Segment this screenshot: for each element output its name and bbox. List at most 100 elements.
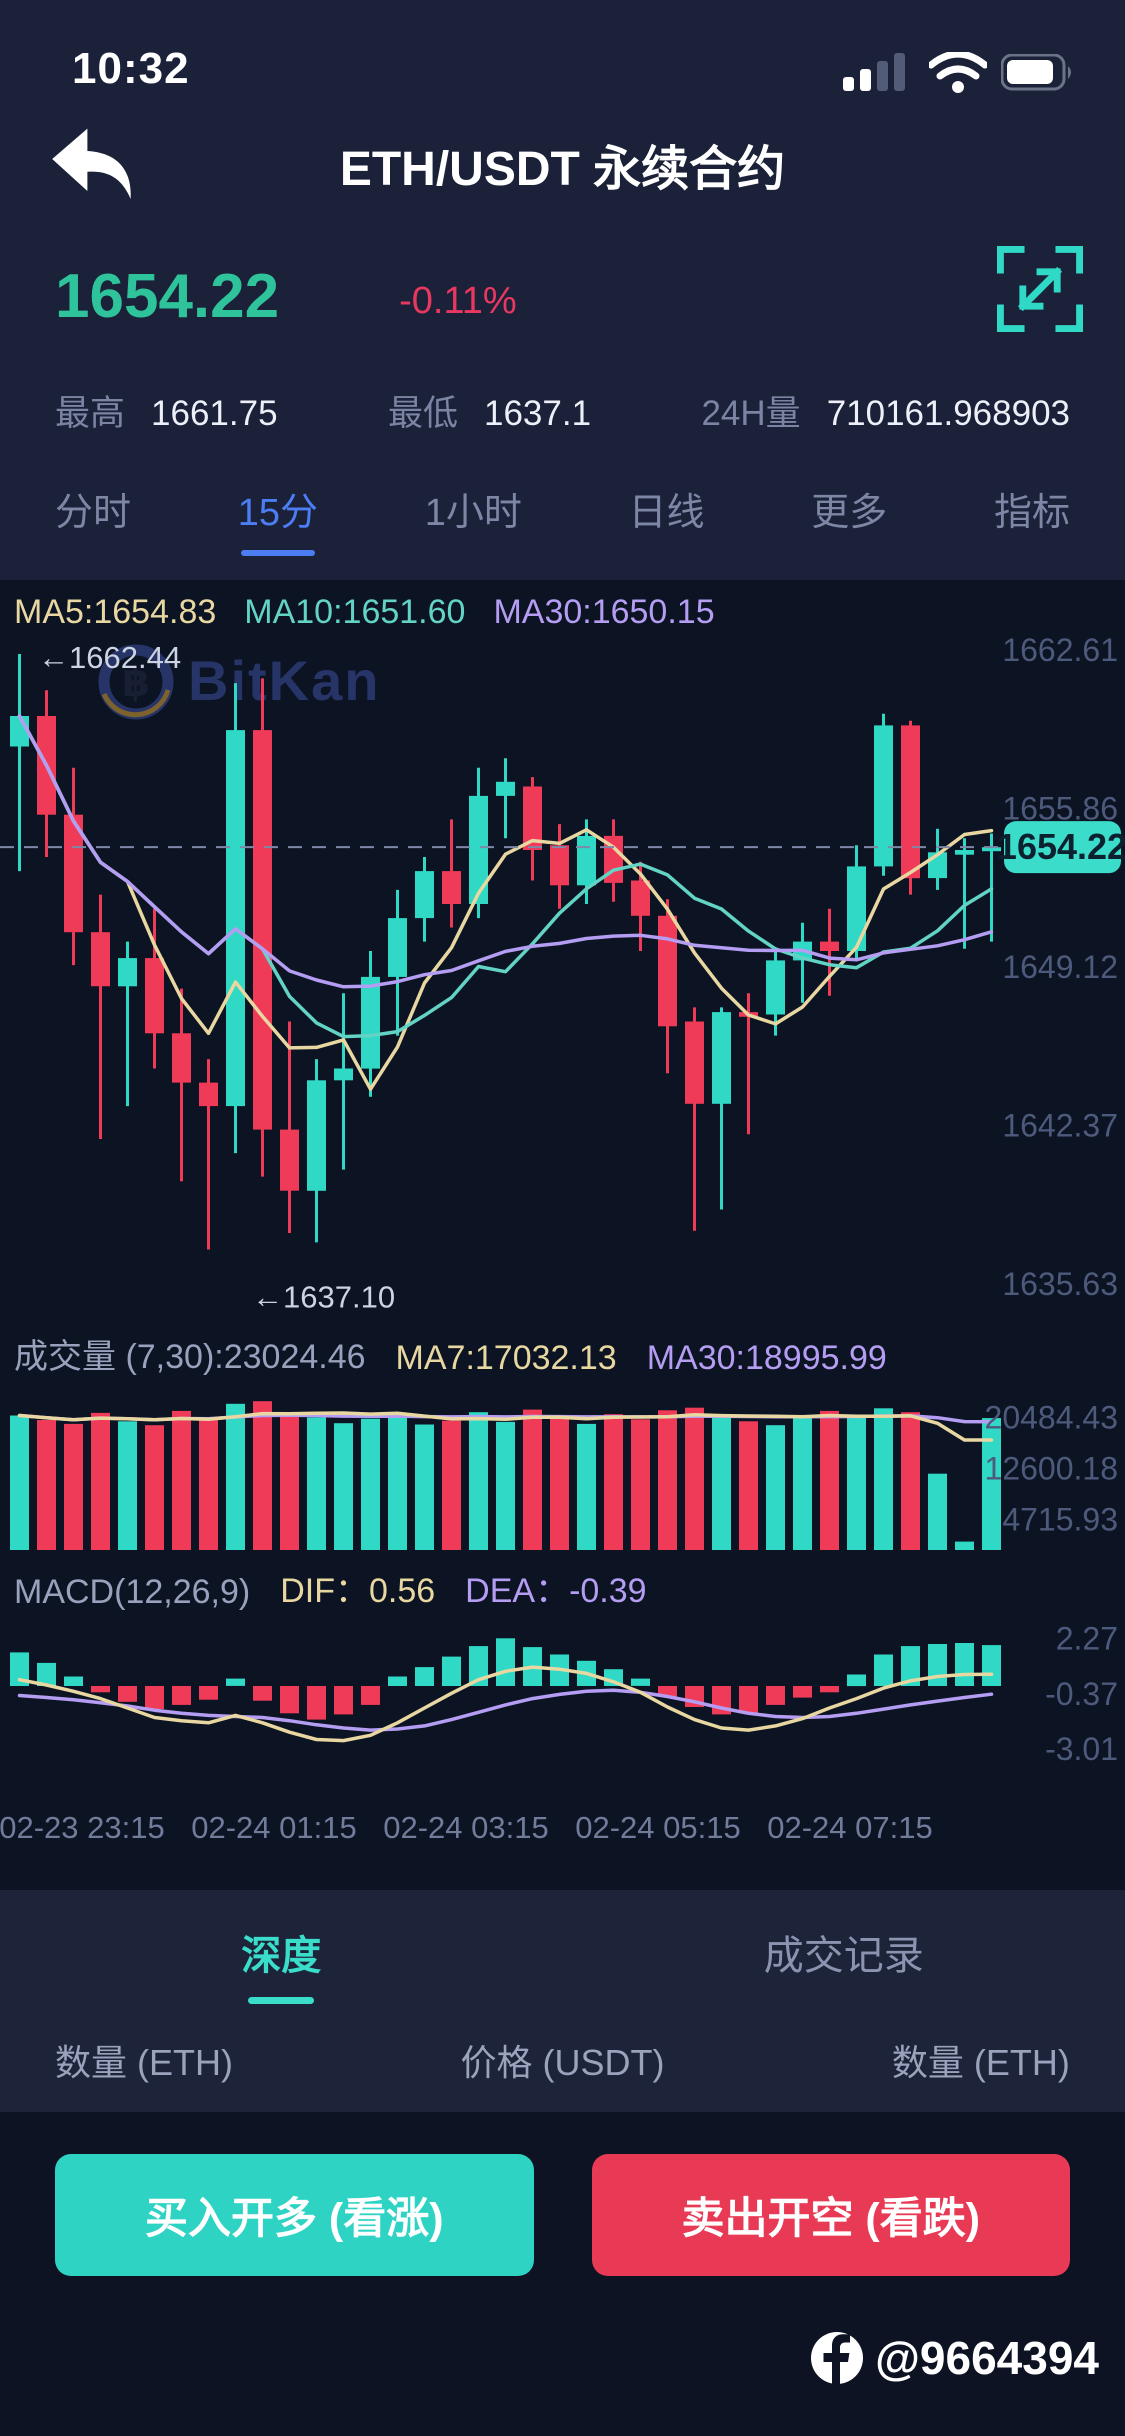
stat-volume: 24H量 710161.968903 [701, 385, 1070, 436]
svg-text:←1637.10: ←1637.10 [252, 1280, 395, 1315]
time-axis: 02-23 23:15 02-24 01:15 02-24 03:15 02-24 0… [0, 1784, 1125, 1890]
buy-long-button[interactable]: 买入开多 (看涨) [55, 2154, 534, 2276]
low-label: 最低 [387, 393, 458, 433]
sell-short-button[interactable]: 卖出开空 (看跌) [591, 2154, 1070, 2276]
svg-text:-0.37: -0.37 [1045, 1676, 1118, 1712]
macd-dif-label: DIF：0.56 [280, 1572, 436, 1610]
back-arrow-icon [52, 128, 131, 199]
interval-tab-label: 更多 [811, 491, 888, 534]
volume-ma7-label: MA7:17032.13 [395, 1339, 617, 1377]
top-section: 10:32 [0, 0, 1125, 580]
status-time: 10:32 [72, 44, 190, 93]
bottom-section: 买入开多 (看涨) 卖出开空 (看跌) @9664394 [0, 2112, 1125, 2436]
time-axis-label: 02-24 07:15 [767, 1810, 933, 1845]
current-price-badge: 1654.22 [997, 821, 1125, 874]
active-tab-underline [56, 550, 130, 556]
interval-tab-label: 指标 [993, 491, 1070, 534]
svg-text:←1662.44: ←1662.44 [38, 640, 181, 675]
interval-tab-15分[interactable]: 15分 [238, 481, 318, 556]
active-tab-underline [248, 1997, 315, 2004]
active-tab-underline [812, 550, 886, 556]
page-title: ETH/USDT 永续合约 [339, 143, 786, 196]
interval-tab-label: 15分 [237, 491, 318, 534]
svg-text:1642.37: 1642.37 [1002, 1108, 1118, 1144]
stat-high: 最高 1661.75 [55, 385, 278, 436]
interval-tab-label: 分时 [55, 491, 132, 534]
interval-tab-更多[interactable]: 更多 [811, 481, 887, 556]
ma-legend: MA5:1654.83 MA10:1651.60 MA30:1650.15 [0, 580, 1125, 632]
volume-ma30-label: MA30:18995.99 [646, 1339, 887, 1377]
macd-legend: MACD(12,26,9) DIF：0.56 DEA：-0.39 [0, 1556, 1125, 1618]
svg-text:-3.01: -3.01 [1045, 1731, 1118, 1767]
svg-text:1662.61: 1662.61 [1002, 632, 1118, 668]
orderbook-column-header: 价格 (USDT) [460, 2042, 665, 2083]
interval-tab-分时[interactable]: 分时 [55, 481, 131, 556]
svg-text:BitKan: BitKan [188, 649, 380, 712]
time-axis-label: 02-24 03:15 [383, 1810, 549, 1845]
svg-text:1649.12: 1649.12 [1002, 949, 1118, 985]
chart-section[interactable]: MA5:1654.83 MA10:1651.60 MA30:1650.15 ฿ B… [0, 580, 1125, 1890]
svg-text:฿: ฿ [122, 661, 150, 705]
battery-icon [1001, 54, 1071, 91]
back-button[interactable] [34, 108, 144, 218]
nav-bar: ETH/USDT 永续合约 [0, 100, 1125, 228]
active-tab-underline [811, 1997, 877, 2004]
ma5-label: MA5:1654.83 [14, 593, 217, 631]
volume-value: 710161.968903 [826, 393, 1070, 433]
high-value: 1661.75 [151, 393, 278, 433]
interval-tab-日线[interactable]: 日线 [629, 481, 705, 556]
macd-dea-label: DEA：-0.39 [465, 1572, 647, 1610]
active-tab-underline [240, 549, 315, 556]
depth-tab-成交记录[interactable]: 成交记录 [563, 1890, 1125, 2008]
stats-row: 最高 1661.75 最低 1637.1 24H量 710161.968903 [0, 364, 1125, 456]
status-icons [843, 52, 1075, 94]
svg-text:20484.43: 20484.43 [985, 1400, 1118, 1436]
interval-tab-指标[interactable]: 指标 [994, 481, 1070, 556]
price-change-percent: -0.11% [399, 279, 517, 322]
orderbook-column-header: 数量 (ETH) [891, 2042, 1070, 2083]
depth-tabs: 深度 成交记录 [0, 1890, 1125, 2008]
candlestick-chart[interactable]: ฿ BitKan 1654.22 1662.61 1655.86 1649.12 1642.… [0, 632, 1125, 1322]
cellular-signal-icon [843, 53, 905, 91]
depth-tab-label: 深度 [241, 1934, 322, 1978]
depth-tab-label: 成交记录 [763, 1934, 924, 1978]
interval-tab-label: 日线 [628, 491, 705, 534]
social-handle: @9664394 [875, 2332, 1099, 2384]
fullscreen-expand-button[interactable] [997, 246, 1083, 337]
interval-tab-1小时[interactable]: 1小时 [425, 481, 522, 556]
depth-tab-深度[interactable]: 深度 [0, 1890, 563, 2008]
macd-chart[interactable]: 2.27 -0.37 -3.01 [0, 1618, 1125, 1784]
active-tab-underline [436, 550, 510, 556]
last-price: 1654.22 [55, 261, 280, 331]
svg-text:1655.86: 1655.86 [1002, 791, 1118, 827]
time-axis-label: 02-24 01:15 [191, 1810, 357, 1845]
stat-low: 最低 1637.1 [388, 385, 591, 436]
interval-tab-label: 1小时 [424, 491, 522, 534]
svg-text:2.27: 2.27 [1056, 1620, 1118, 1656]
footer-watermark: @9664394 [809, 2330, 1099, 2386]
volume-label: 24H量 [701, 393, 801, 433]
svg-text:1635.63: 1635.63 [1002, 1266, 1118, 1302]
orderbook-column-header: 数量 (ETH) [55, 2042, 233, 2083]
depth-section: 深度 成交记录 数量 (ETH) 价格 (USDT) 数量 (ETH) [0, 1890, 1125, 2112]
macd-title: MACD(12,26,9) [14, 1573, 251, 1611]
low-value: 1637.1 [483, 393, 592, 433]
svg-text:4715.93: 4715.93 [1002, 1502, 1118, 1538]
volume-legend: 成交量 (7,30):23024.46 MA7:17032.13 MA30:18… [0, 1322, 1125, 1384]
active-tab-underline [995, 550, 1069, 556]
interval-tabs: 分时 15分 1小时 日线 更多 指标 [0, 456, 1125, 580]
ma30-label: MA30:1650.15 [493, 593, 715, 631]
time-axis-label: 02-24 05:15 [575, 1810, 741, 1845]
volume-chart[interactable]: 20484.43 12600.18 4715.93 [0, 1384, 1125, 1556]
expand-icon [997, 246, 1083, 332]
svg-text:1654.22: 1654.22 [997, 826, 1125, 867]
active-tab-underline [630, 550, 704, 556]
volume-title: 成交量 (7,30):23024.46 [14, 1338, 366, 1376]
status-bar: 10:32 [0, 0, 1125, 100]
ma10-label: MA10:1651.60 [244, 593, 466, 631]
wifi-icon [929, 52, 987, 93]
facebook-icon [811, 2332, 864, 2384]
svg-text:12600.18: 12600.18 [985, 1451, 1118, 1487]
action-buttons: 买入开多 (看涨) 卖出开空 (看跌) [0, 2112, 1125, 2276]
